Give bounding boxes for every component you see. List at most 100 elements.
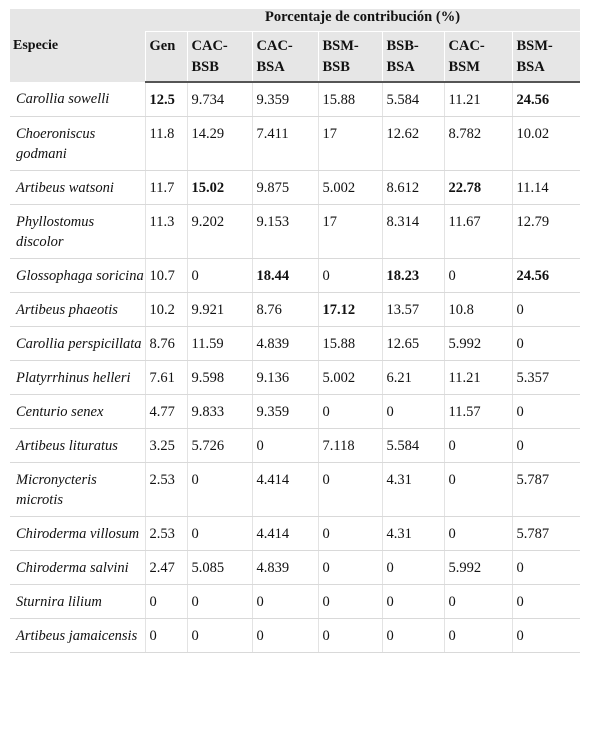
column-header: BSB- BSA xyxy=(381,31,444,83)
table-row: Artibeus watsoni 11.7 15.02 9.875 5.002 8.612… xyxy=(10,170,581,205)
value-cell: 0 xyxy=(317,462,382,517)
value-cell: 15.02 xyxy=(186,170,252,205)
column-header: CAC- BSA xyxy=(251,31,318,83)
species-cell: Choeroniscus godmani xyxy=(10,116,145,171)
value-cell: 5.584 xyxy=(381,428,444,463)
value-cell: 0 xyxy=(511,292,581,327)
value-cell: 0 xyxy=(443,516,512,551)
value-cell: 0 xyxy=(511,428,581,463)
value-cell: 10.8 xyxy=(443,292,512,327)
value-cell: 17 xyxy=(317,116,382,171)
species-cell: Artibeus watsoni xyxy=(10,170,145,205)
species-cell: Centurio senex xyxy=(10,394,145,429)
value-cell: 0 xyxy=(443,618,512,653)
value-cell: 3.25 xyxy=(144,428,187,463)
value-cell: 9.202 xyxy=(186,204,252,259)
value-cell: 0 xyxy=(251,428,318,463)
table-row: Artibeus phaeotis 10.2 9.921 8.76 17.12 13.57… xyxy=(10,292,581,327)
value-cell: 0 xyxy=(511,618,581,653)
contribution-table: Especie Porcentaje de contribución (%) G… xyxy=(10,9,581,653)
column-header: CAC- BSB xyxy=(186,31,252,83)
value-cell: 5.002 xyxy=(317,360,382,395)
column-header: CAC- BSM xyxy=(443,31,512,83)
value-cell: 4.31 xyxy=(381,462,444,517)
value-cell: 5.726 xyxy=(186,428,252,463)
value-cell: 0 xyxy=(186,618,252,653)
value-cell: 18.23 xyxy=(381,258,444,293)
value-cell: 11.7 xyxy=(144,170,187,205)
value-cell: 5.992 xyxy=(443,326,512,361)
table-row: Artibeus jamaicensis 0 0 0 0 0 0 0 xyxy=(10,618,581,653)
value-cell: 4.414 xyxy=(251,462,318,517)
value-cell: 0 xyxy=(186,462,252,517)
value-cell: 12.5 xyxy=(144,82,187,117)
species-cell: Artibeus phaeotis xyxy=(10,292,145,327)
value-cell: 9.875 xyxy=(251,170,318,205)
value-cell: 8.76 xyxy=(144,326,187,361)
value-cell: 9.734 xyxy=(186,82,252,117)
value-cell: 0 xyxy=(186,584,252,619)
group-header-row: Especie Porcentaje de contribución (%) xyxy=(10,9,581,82)
value-cell: 8.612 xyxy=(381,170,444,205)
value-cell: 24.56 xyxy=(511,258,581,293)
table-row: Carollia sowelli 12.5 9.734 9.359 15.88 5.584… xyxy=(10,82,581,117)
value-cell: 5.085 xyxy=(186,550,252,585)
table-row: Chiroderma villosum 2.53 0 4.414 0 4.31 0 5.787 xyxy=(10,516,581,551)
value-cell: 0 xyxy=(317,584,382,619)
value-cell: 0 xyxy=(511,550,581,585)
value-cell: 0 xyxy=(317,258,382,293)
table-row: Phyllostomus discolor 11.3 9.202 9.153 17 8.3… xyxy=(10,204,581,259)
contribution-table-container: Especie Porcentaje de contribución (%) G… xyxy=(10,9,581,653)
value-cell: 5.787 xyxy=(511,462,581,517)
value-cell: 2.53 xyxy=(144,462,187,517)
value-cell: 8.314 xyxy=(381,204,444,259)
column-header: BSM- BSB xyxy=(317,31,382,83)
table-body: Carollia sowelli 12.5 9.734 9.359 15.88 5.584… xyxy=(10,82,581,653)
value-cell: 10.7 xyxy=(144,258,187,293)
value-cell: 11.67 xyxy=(443,204,512,259)
value-cell: 5.584 xyxy=(381,82,444,117)
species-cell: Platyrrhinus helleri xyxy=(10,360,145,395)
value-cell: 5.357 xyxy=(511,360,581,395)
species-cell: Artibeus lituratus xyxy=(10,428,145,463)
table-row: Centurio senex 4.77 9.833 9.359 0 0 11.57 0 xyxy=(10,394,581,429)
value-cell: 0 xyxy=(317,394,382,429)
value-cell: 4.839 xyxy=(251,326,318,361)
value-cell: 0 xyxy=(381,618,444,653)
species-cell: Glossophaga soricina xyxy=(10,258,145,293)
table-row: Chiroderma salvini 2.47 5.085 4.839 0 0 5.992 0 xyxy=(10,550,581,585)
value-cell: 17 xyxy=(317,204,382,259)
value-cell: 5.992 xyxy=(443,550,512,585)
value-cell: 4.839 xyxy=(251,550,318,585)
value-cell: 4.31 xyxy=(381,516,444,551)
value-cell: 12.65 xyxy=(381,326,444,361)
value-cell: 9.153 xyxy=(251,204,318,259)
species-column-header: Especie xyxy=(10,9,145,82)
value-cell: 9.598 xyxy=(186,360,252,395)
table-row: Choeroniscus godmani 11.8 14.29 7.411 17 12.6… xyxy=(10,116,581,171)
value-cell: 11.3 xyxy=(144,204,187,259)
value-cell: 9.833 xyxy=(186,394,252,429)
value-cell: 15.88 xyxy=(317,326,382,361)
value-cell: 9.136 xyxy=(251,360,318,395)
value-cell: 22.78 xyxy=(443,170,512,205)
value-cell: 0 xyxy=(317,618,382,653)
value-cell: 0 xyxy=(251,584,318,619)
value-cell: 0 xyxy=(381,394,444,429)
value-cell: 11.21 xyxy=(443,360,512,395)
value-cell: 0 xyxy=(144,618,187,653)
value-cell: 11.59 xyxy=(186,326,252,361)
value-cell: 7.61 xyxy=(144,360,187,395)
table-row: Carollia perspicillata 8.76 11.59 4.839 15.8… xyxy=(10,326,581,361)
value-cell: 7.118 xyxy=(317,428,382,463)
table-row: Sturnira lilium 0 0 0 0 0 0 0 xyxy=(10,584,581,619)
value-cell: 0 xyxy=(186,516,252,551)
value-cell: 11.21 xyxy=(443,82,512,117)
value-cell: 9.359 xyxy=(251,82,318,117)
value-cell: 11.57 xyxy=(443,394,512,429)
value-cell: 0 xyxy=(511,394,581,429)
species-cell: Carollia sowelli xyxy=(10,82,145,117)
value-cell: 12.62 xyxy=(381,116,444,171)
species-cell: Phyllostomus discolor xyxy=(10,204,145,259)
value-cell: 0 xyxy=(317,516,382,551)
